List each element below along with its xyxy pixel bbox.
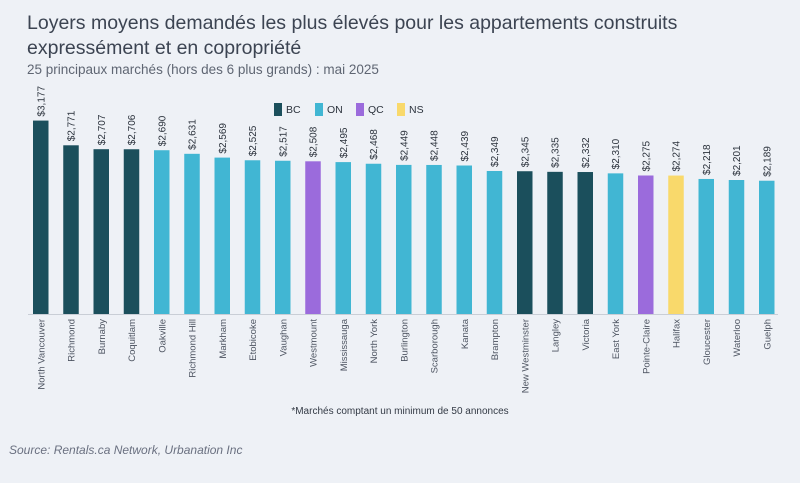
category-label-north-vancouver: North Vancouver <box>36 319 47 390</box>
value-label-scarborough: $2,448 <box>430 130 441 161</box>
category-label-north-york: North York <box>369 319 380 364</box>
bar-halifax <box>668 175 684 314</box>
category-label-etobicoke: Etobicoke <box>248 319 259 361</box>
legend-swatch-on <box>315 103 323 116</box>
category-label-scarborough: Scarborough <box>430 319 441 373</box>
value-label-north-vancouver: $3,177 <box>36 86 47 117</box>
bar-mississauga <box>335 162 351 314</box>
bar-east-york <box>607 173 624 314</box>
category-label-westmount: Westmount <box>309 319 320 367</box>
value-label-richmond-hill: $2,631 <box>188 119 199 150</box>
bar-gloucester <box>698 178 714 314</box>
bar-richmond <box>63 145 79 314</box>
legend-label-bc: BC <box>286 104 301 116</box>
value-label-etobicoke: $2,525 <box>248 125 259 156</box>
bar-vaughan <box>275 160 291 314</box>
value-label-guelph: $2,189 <box>762 146 773 177</box>
legend-label-qc: QC <box>368 104 384 116</box>
value-label-burnaby: $2,707 <box>97 114 108 145</box>
bar-brampton <box>486 170 503 314</box>
source-note: Source: Rentals.ca Network, Urbanation I… <box>9 443 243 457</box>
chart-subtitle: 25 principaux marchés (hors des 6 plus g… <box>27 62 379 77</box>
bar-pointe-claire <box>638 175 654 314</box>
category-label-burlington: Burlington <box>399 319 410 362</box>
value-label-vaughan: $2,517 <box>278 126 289 157</box>
value-label-westmount: $2,508 <box>309 126 320 157</box>
value-label-gloucester: $2,218 <box>702 144 713 175</box>
bar-coquitlam <box>123 149 140 314</box>
value-label-brampton: $2,349 <box>490 136 501 167</box>
bar-north-vancouver <box>33 120 49 314</box>
chart-title: Loyers moyens demandés les plus élevés p… <box>27 12 678 59</box>
category-label-markham: Markham <box>218 319 229 359</box>
legend-swatch-ns <box>397 103 405 116</box>
category-label-waterloo: Waterloo <box>732 319 743 357</box>
category-label-kanata: Kanata <box>460 318 471 349</box>
bar-burlington <box>396 164 412 314</box>
value-label-richmond: $2,771 <box>67 110 78 141</box>
bar-richmond-hill <box>184 153 200 314</box>
value-label-new-westminster: $2,345 <box>520 136 531 167</box>
legend-label-ns: NS <box>409 104 424 116</box>
category-label-victoria: Victoria <box>581 318 592 350</box>
category-label-langley: Langley <box>551 319 562 353</box>
legend-label-on: ON <box>327 104 343 116</box>
legend-swatch-qc <box>356 103 364 116</box>
value-label-langley: $2,335 <box>551 137 562 168</box>
legend-swatch-bc <box>274 103 282 116</box>
category-label-burnaby: Burnaby <box>97 319 108 355</box>
category-label-east-york: East York <box>611 319 622 359</box>
category-label-richmond-hill: Richmond Hill <box>188 319 199 378</box>
category-label-halifax: Halifax <box>672 319 683 348</box>
value-label-halifax: $2,274 <box>672 141 683 172</box>
category-label-brampton: Brampton <box>490 319 501 360</box>
category-label-gloucester: Gloucester <box>702 319 713 365</box>
value-label-victoria: $2,332 <box>581 137 592 168</box>
bar-markham <box>214 157 230 314</box>
category-label-mississauga: Mississauga <box>339 318 350 371</box>
value-label-waterloo: $2,201 <box>732 145 743 176</box>
value-label-kanata: $2,439 <box>460 130 471 161</box>
category-label-oakville: Oakville <box>157 319 168 353</box>
category-label-richmond: Richmond <box>67 319 78 362</box>
value-label-markham: $2,569 <box>218 123 229 154</box>
value-label-burlington: $2,449 <box>399 130 410 161</box>
bar-kanata <box>456 165 472 314</box>
bar-etobicoke <box>244 160 261 314</box>
category-label-coquitlam: Coquitlam <box>127 319 138 362</box>
bar-langley <box>547 171 563 314</box>
bar-scarborough <box>426 164 442 314</box>
category-label-vaughan: Vaughan <box>278 319 289 356</box>
category-label-guelph: Guelph <box>762 319 773 350</box>
category-label-pointe-claire: Pointe-Claire <box>641 319 652 374</box>
bar-burnaby <box>93 149 109 314</box>
bar-guelph <box>759 180 775 314</box>
bar-waterloo <box>728 179 745 314</box>
value-label-coquitlam: $2,706 <box>127 114 138 145</box>
category-label-new-westminster: New Westminster <box>520 319 531 393</box>
value-label-east-york: $2,310 <box>611 138 622 169</box>
value-label-oakville: $2,690 <box>157 115 168 146</box>
bar-westmount <box>305 161 321 314</box>
value-label-mississauga: $2,495 <box>339 127 350 158</box>
footnote: *Marchés comptant un minimum de 50 annon… <box>291 406 509 417</box>
bar-victoria <box>577 172 593 314</box>
bar-north-york <box>365 163 382 314</box>
value-label-pointe-claire: $2,275 <box>641 140 652 171</box>
value-label-north-york: $2,468 <box>369 129 380 160</box>
bar-new-westminster <box>517 171 533 314</box>
bar-oakville <box>154 150 170 314</box>
